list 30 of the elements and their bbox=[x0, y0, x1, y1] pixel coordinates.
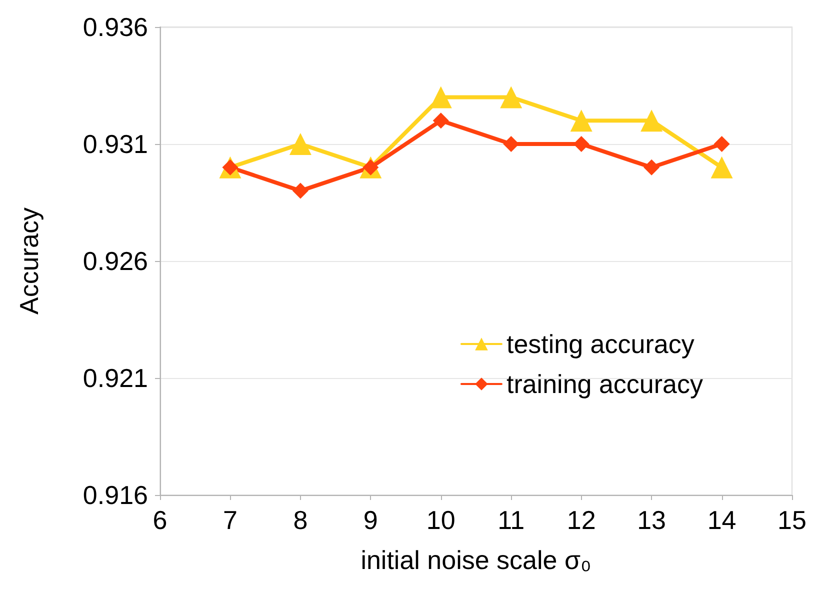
x-tick-label: 15 bbox=[778, 505, 806, 535]
x-axis-title: initial noise scale σ₀ bbox=[360, 545, 592, 575]
x-tick-label: 11 bbox=[498, 505, 525, 535]
legend-label: testing accuracy bbox=[506, 329, 694, 359]
y-tick-label: 0.921 bbox=[82, 363, 148, 393]
y-axis-title: Accuracy bbox=[14, 208, 44, 314]
x-tick-label: 12 bbox=[566, 505, 596, 535]
x-tick-label: 10 bbox=[426, 505, 456, 535]
x-tick-label: 6 bbox=[152, 505, 168, 535]
point bbox=[292, 182, 308, 199]
y-tick-label: 0.916 bbox=[82, 480, 148, 510]
y-tick-label: 0.926 bbox=[82, 246, 148, 276]
point bbox=[289, 133, 312, 155]
x-tick-label: 13 bbox=[637, 505, 666, 535]
x-tick-label: 7 bbox=[222, 505, 238, 535]
y-tick-label: 0.931 bbox=[82, 129, 148, 159]
point bbox=[710, 156, 733, 178]
legend-label: training accuracy bbox=[506, 369, 704, 399]
y-tick-label: 0.936 bbox=[82, 12, 148, 42]
point bbox=[500, 86, 522, 108]
x-tick-label: 14 bbox=[707, 505, 736, 535]
x-tick-label: 8 bbox=[293, 505, 308, 535]
point bbox=[573, 136, 590, 152]
point bbox=[644, 159, 660, 176]
point bbox=[640, 110, 663, 132]
point bbox=[714, 136, 730, 152]
x-tick-label: 9 bbox=[363, 505, 378, 535]
point bbox=[570, 110, 592, 132]
point bbox=[432, 112, 449, 129]
point bbox=[503, 136, 520, 152]
